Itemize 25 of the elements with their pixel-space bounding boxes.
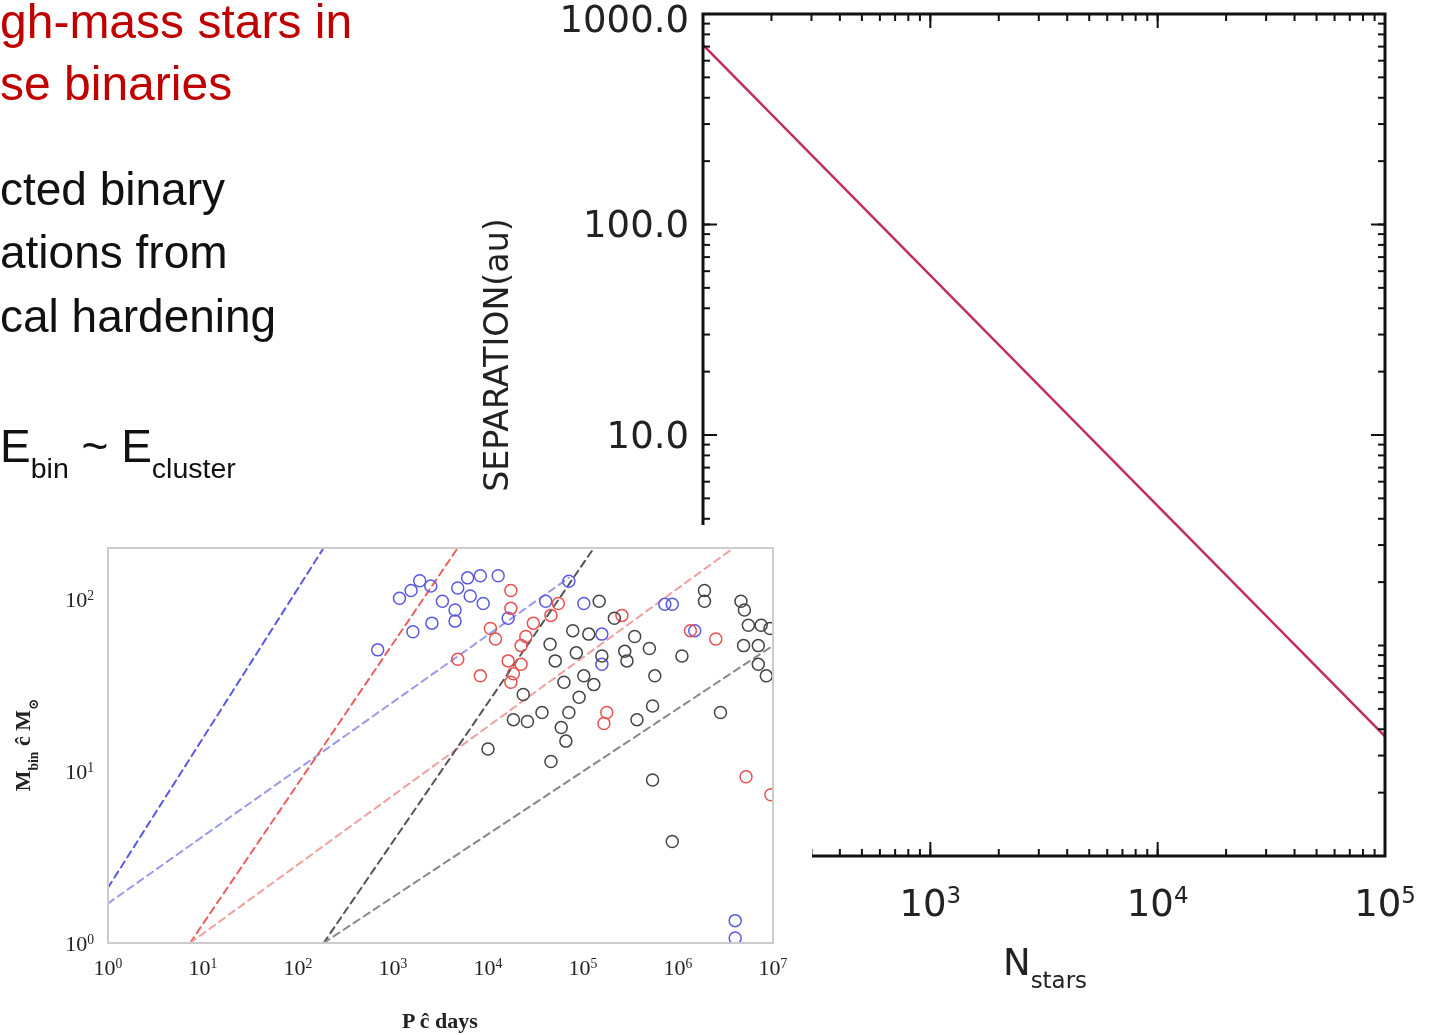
text: E$_{bin}$ ~ E$_{cluster}$ — [0, 420, 237, 484]
y-tick-label: 10$^{0}$ — [65, 930, 95, 956]
y-axis-title: SEPARATION(au) — [477, 218, 516, 492]
x-tick-label: 10$^{1}$ — [188, 955, 218, 980]
y-tick-label: 10$^{2}$ — [65, 587, 95, 613]
x-tick-label: 10$^{2}$ — [283, 955, 313, 980]
x-axis-title: N$_{stars}$ — [1002, 941, 1088, 993]
x-tick-label: 10$^{5}$ — [1354, 882, 1416, 925]
x-tick-label: 10$^{5}$ — [568, 955, 598, 980]
x-tick-label: 10$^{0}$ — [93, 955, 123, 980]
text: ations from — [0, 226, 228, 278]
x-tick-label: 10$^{7}$ — [758, 955, 788, 980]
x-tick-label: 10$^{4}$ — [473, 955, 503, 980]
y-tick-label: 100.0 — [583, 203, 689, 247]
x-tick-label: 10$^{6}$ — [663, 955, 693, 980]
x-axis-title: P ĉ days — [402, 1008, 479, 1033]
text: cal hardening — [0, 290, 277, 342]
y-tick-label: 10$^{1}$ — [65, 759, 94, 785]
y-tick-label: 1000.0 — [559, 0, 689, 41]
text: cted binary — [0, 163, 226, 215]
text: gh-mass stars in se binaries — [0, 0, 353, 110]
x-tick-label: 10$^{4}$ — [1126, 882, 1189, 925]
x-tick-label: 10$^{3}$ — [899, 882, 962, 925]
y-tick-label: 10.0 — [606, 413, 689, 457]
x-tick-label: 10$^{3}$ — [378, 955, 408, 980]
